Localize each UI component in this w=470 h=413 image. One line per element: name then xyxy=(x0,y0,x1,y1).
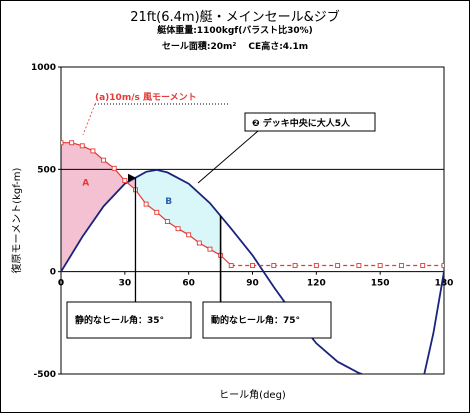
wind-moment-point xyxy=(69,140,75,146)
wind-moment-point xyxy=(90,148,96,154)
wind-moment-point xyxy=(420,263,426,268)
chart-title: 21ft(6.4m)艇・メインセール&ジブ xyxy=(130,10,340,25)
x-tick-label: 90 xyxy=(246,279,259,289)
y-tick-label: 1000 xyxy=(31,63,56,73)
area-b-fill xyxy=(135,169,221,256)
wind-moment-point xyxy=(292,263,298,268)
wind-moment-point xyxy=(377,263,383,268)
x-tick-label: 120 xyxy=(307,279,326,289)
wind-moment-point xyxy=(398,263,404,268)
wind-moment-point xyxy=(143,201,149,207)
deck-label: ❷ デッキ中央に大人5人 xyxy=(252,117,351,129)
chart-subtitle-sail: セール面積:20m² CE高さ:4.1m xyxy=(161,42,309,52)
wind-moment-point xyxy=(122,178,128,184)
chart-subtitle-weight: 艇体重量:1100kgf(バラスト比30%) xyxy=(157,26,313,36)
righting-moment-line xyxy=(61,168,444,374)
y-axis-label: 復原モーメント(kgf-m) xyxy=(10,167,23,273)
wind-moment-point xyxy=(154,209,160,215)
wind-moment-point xyxy=(441,263,444,268)
static-heel-box xyxy=(66,301,192,339)
static-heel-label: 静的なヒール角：35° xyxy=(75,314,164,326)
wind-moment-point xyxy=(61,140,64,146)
y-tick-label: 0 xyxy=(50,268,56,278)
area-b-label: B xyxy=(165,197,172,207)
dynamic-heel-box xyxy=(202,301,332,339)
wind-moment-point xyxy=(79,143,85,149)
x-axis-label: ヒール角(deg) xyxy=(219,389,286,401)
wind-moment-point xyxy=(313,263,319,268)
x-tick-label: 150 xyxy=(371,279,390,289)
wind-moment-point xyxy=(228,263,234,268)
area-a-fill xyxy=(61,142,136,272)
wind-moment-label: (a)10m/s 風モーメント xyxy=(95,92,197,103)
wind-moment-point xyxy=(271,263,277,268)
wind-moment-point xyxy=(356,263,362,268)
wind-moment-point xyxy=(164,219,170,224)
wind-moment-point xyxy=(175,226,181,232)
deck-label-box xyxy=(244,112,376,132)
x-tick-label: 0 xyxy=(58,279,64,289)
wind-moment-point xyxy=(250,263,255,268)
wind-label-leader xyxy=(82,103,96,136)
wind-moment-point xyxy=(101,157,107,163)
wind-moment-point xyxy=(335,263,341,268)
x-tick-label: 30 xyxy=(119,279,132,289)
deck-label-leader xyxy=(197,130,259,184)
area-a-label: A xyxy=(82,179,89,189)
dynamic-heel-label: 動的なヒール角：75° xyxy=(211,314,300,326)
x-tick-label: 60 xyxy=(182,279,195,289)
y-tick-label: -500 xyxy=(33,370,56,380)
wind-moment-point xyxy=(196,240,202,246)
wind-moment-point xyxy=(186,232,192,238)
y-tick-label: 500 xyxy=(37,165,56,175)
wind-moment-point xyxy=(207,246,213,252)
wind-moment-point xyxy=(111,165,117,171)
plot-area xyxy=(60,66,445,375)
x-tick-label: 180 xyxy=(435,279,454,289)
